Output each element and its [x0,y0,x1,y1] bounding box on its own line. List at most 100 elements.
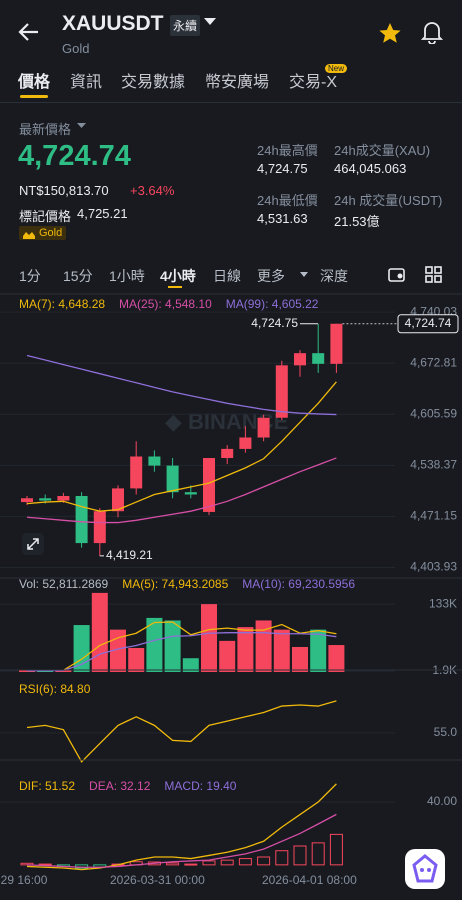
new-badge: New [325,64,348,73]
mark-price: 4,725.21 [77,206,128,221]
fiat-price: NT$150,813.70 [19,183,109,198]
tab-underline [20,95,48,98]
y-tick-label: 4,672.81 [410,355,457,369]
candle-body [239,437,252,449]
interval[interactable]: 深度 [320,268,348,284]
indicator-line [26,700,337,763]
candle-body [257,417,270,438]
interval-underline [168,286,182,288]
dropdown-icon [300,272,308,277]
macd-bar [166,862,180,866]
volume-bar [19,669,35,672]
annotation: 4,724.75 [251,316,298,330]
y-tick-label: 55.0 [434,725,458,739]
volume-bar [237,627,254,672]
volume-bar [37,670,54,672]
volume-bar [328,645,345,672]
interval[interactable]: 15分 [63,268,93,284]
tab[interactable]: 交易-X [289,74,338,91]
legend-entry: MA(7): 4,648.28 [19,297,105,311]
candle-body [57,495,70,501]
stat-label: 24h最高價 [257,143,318,158]
assistant-button[interactable] [404,848,446,890]
candle-body [93,511,106,544]
volume-bar [91,592,108,672]
volume-bar [219,640,236,672]
annotation: 4,419.21 [106,548,153,562]
last-price-label: 4,724.74 [405,316,452,330]
candle-body [39,498,52,501]
volume-bar [273,629,290,672]
legend-entry: DIF: 51.52 [19,779,75,793]
interval[interactable]: 日線 [213,268,241,284]
macd-bar [329,833,343,866]
volume-bar [164,620,181,672]
time-label: 3-29 16:00 [0,873,48,887]
candle-body [130,456,143,489]
candle-body [75,495,88,544]
bell[interactable] [421,20,443,44]
interval[interactable]: 1分 [19,268,41,284]
interval-bar: 1分 15分 1小時 4小時 日線 更多 深度 [0,262,462,288]
legend-entry: DEA: 32.12 [89,779,151,793]
last-price-box [397,314,459,334]
tab[interactable]: 資訊 [70,74,103,91]
subtitle: Gold [62,41,90,56]
candle-body [221,448,234,459]
indicator-line [26,457,337,524]
legend-entry: MA(25): 4,548.10 [119,297,212,311]
y-tick-label: 4,403.93 [410,560,457,574]
macd-bar [184,863,198,866]
back-button[interactable] [18,22,40,42]
candle-body [148,456,161,466]
volume-bar [73,625,90,672]
macd-bar [238,858,252,866]
volume-bar [310,629,327,672]
layout-icon[interactable] [425,266,443,284]
interval[interactable]: 4小時 [160,268,196,284]
stat-label: 24h成交量(XAU) [334,143,431,158]
interval[interactable]: 更多 [257,268,285,284]
macd-bar [275,850,289,866]
candle-body [184,492,197,495]
macd-bar [257,856,271,866]
y-tick-label: 4,538.37 [410,457,457,471]
candle-body [203,458,215,512]
dropdown-icon[interactable] [204,18,216,26]
macd-bar [202,860,216,866]
volume-bar [292,646,308,672]
contract-badge: 永續 [170,15,201,36]
stat-value: 21.53億 [334,214,380,229]
interval[interactable]: 1小時 [109,268,145,284]
candle-body [294,353,306,366]
legend-entry: MA(10): 69,230.5956 [242,577,355,591]
last-price-label: 最新價格 [19,122,72,137]
favorite-star[interactable] [378,22,402,44]
volume-bar [110,629,126,672]
indicator-icon[interactable] [387,266,407,284]
indicator-line [26,621,337,672]
candle-body [112,488,124,512]
tab[interactable]: 交易數據 [121,74,186,91]
tab[interactable]: 幣安廣場 [205,74,270,91]
macd-bar [293,845,307,866]
y-tick-label: 40.00 [427,794,457,808]
symbol[interactable]: XAUUSDT [62,12,164,35]
indicator-line [26,813,337,868]
price-change: +3.64% [130,183,175,198]
dropdown-icon[interactable] [77,123,86,129]
candle-body [166,465,179,493]
candle-body [312,353,325,364]
expand-button[interactable] [22,533,44,555]
tab-bar: 價格 資訊 交易數據 幣安廣場 交易-X New [0,64,462,103]
candle-body [330,323,343,364]
stat-value: 464,045.063 [334,161,407,176]
last-price: 4,724.74 [18,140,131,172]
tab[interactable]: 價格 [18,74,51,91]
mark-price-label: 標記價格 [19,209,72,224]
legend-entry: MACD: 19.40 [164,779,236,793]
stat-value: 4,531.63 [257,211,308,226]
